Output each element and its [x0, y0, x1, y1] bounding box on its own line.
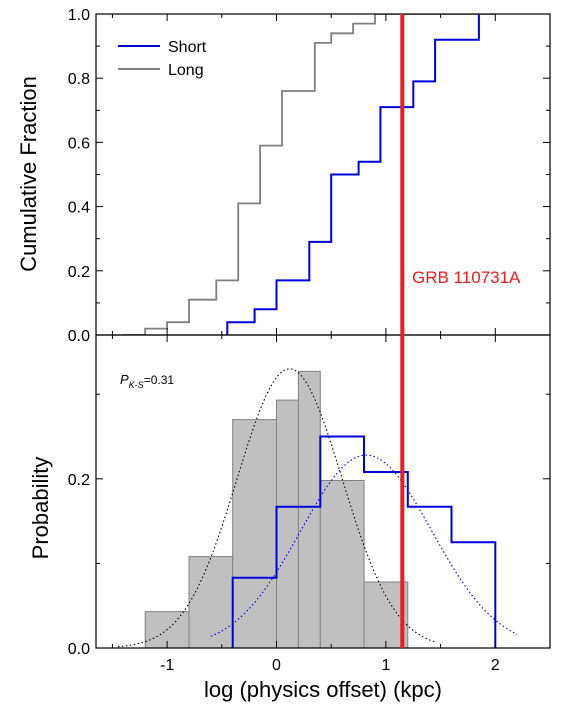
bottom-y-axis-title: Probability: [28, 457, 53, 560]
short-histogram: [231, 435, 497, 648]
cdf-line-long: [123, 14, 496, 335]
grb-marker-label: GRB 110731A: [412, 268, 521, 287]
x-tick-label: 0: [272, 657, 281, 674]
cdf-line-short: [226, 14, 480, 335]
x-axis-title: log (physics offset) (kpc): [204, 677, 442, 702]
bottom-y-tick-label: 0.2: [68, 472, 90, 489]
top-y-tick-label: 0.8: [68, 71, 90, 88]
top-y-tick-label: 0.6: [68, 135, 90, 152]
legend-long-label: Long: [168, 62, 204, 79]
ks-annotation: PK-S=0.31: [120, 372, 174, 390]
bottom-y-ticks: 0.0 0.2: [68, 393, 550, 658]
bottom-panel-frame: [95, 334, 551, 649]
ks-annotation-sub: K-S: [129, 380, 144, 390]
long-gaussian-fit: [117, 368, 436, 648]
legend-short-label: Short: [168, 39, 207, 56]
top-y-tick-label: 1.0: [68, 7, 90, 24]
top-y-tick-label: 0.4: [68, 200, 90, 217]
legend: Short Long: [118, 39, 207, 79]
ks-annotation-value: =0.31: [144, 373, 175, 387]
long-histogram-bar: [232, 419, 277, 648]
top-y-tick-label: 0.2: [68, 264, 90, 281]
x-tick-label: 2: [491, 657, 500, 674]
x-tick-label: 1: [381, 657, 390, 674]
gaussian-fits: [117, 368, 518, 648]
bottom-y-tick-label: 0.0: [68, 641, 90, 658]
long-histogram-bar: [276, 399, 299, 648]
x-tick-label: -1: [160, 657, 174, 674]
x-ticks: -1 0 1 2: [111, 14, 500, 674]
short-histogram-outline: [231, 435, 497, 648]
cdf-series: [123, 14, 496, 335]
ks-annotation-p: P: [120, 372, 129, 387]
long-histogram-bar: [188, 556, 234, 648]
top-y-axis-title: Cumulative Fraction: [16, 76, 41, 272]
long-histogram-bar: [319, 480, 365, 648]
top-y-tick-label: 0.0: [68, 328, 90, 345]
top-y-ticks: 0.0 0.2 0.4 0.6 0.8 1.0: [68, 7, 550, 345]
long-histogram-bar: [297, 370, 321, 648]
